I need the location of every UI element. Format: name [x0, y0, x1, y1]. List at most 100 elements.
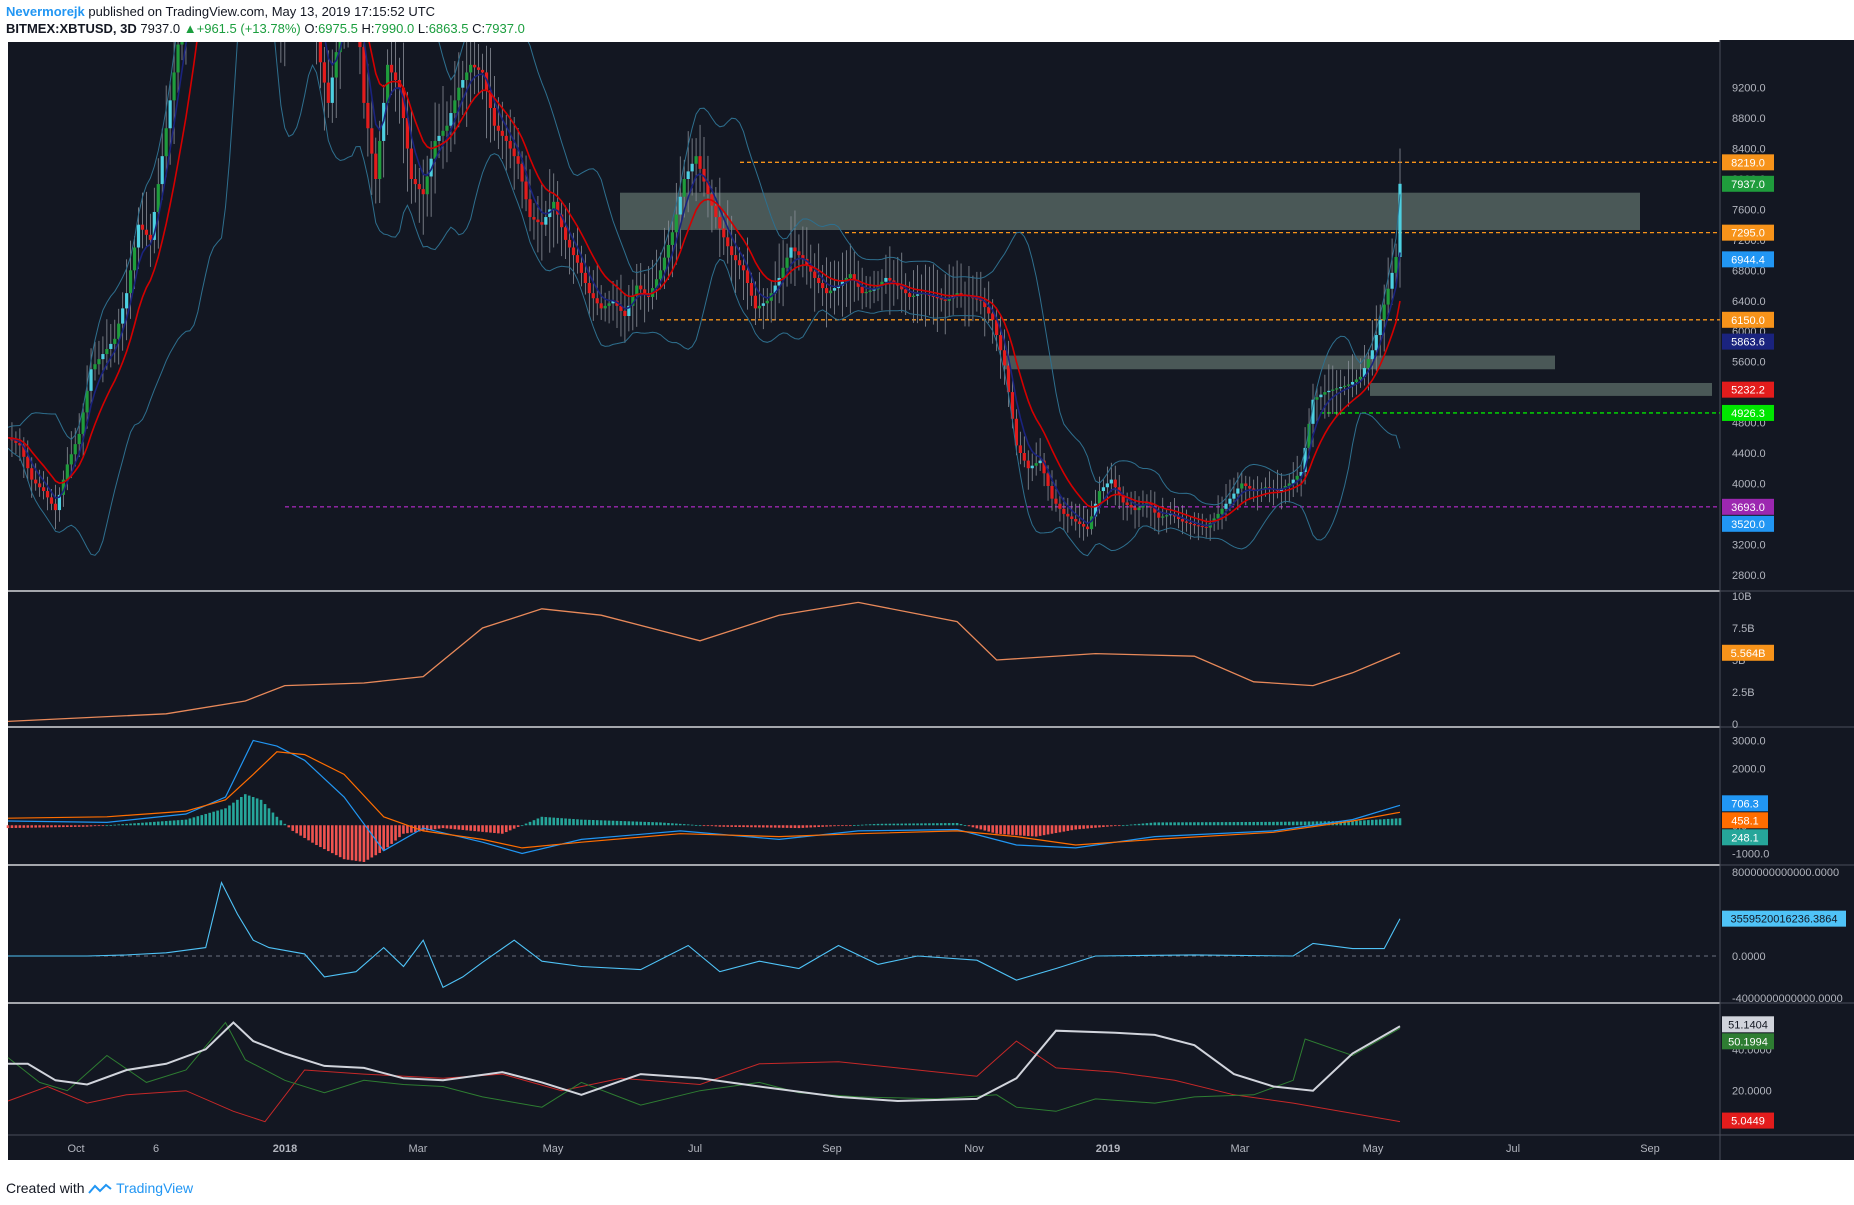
candle-down: [30, 468, 34, 480]
candle-up: [1030, 465, 1034, 469]
candle-down: [801, 255, 805, 259]
candle-up: [81, 412, 85, 434]
candle-up: [884, 277, 888, 282]
macd-histogram-bar: [1272, 821, 1275, 826]
chart-canvas[interactable]: 9200.08800.08400.08000.07600.07200.06800…: [0, 40, 1854, 1178]
time-tick-label: Mar: [409, 1143, 428, 1155]
macd-histogram-bar: [623, 821, 627, 826]
candle-up: [1315, 397, 1319, 400]
macd-histogram-bar: [69, 825, 73, 827]
osc-tick-label: 8000000000000.0000: [1732, 867, 1839, 879]
macd-histogram-bar: [769, 825, 773, 828]
macd-histogram-bar: [876, 823, 880, 826]
macd-histogram-bar: [817, 825, 820, 828]
macd-histogram-bar: [1216, 822, 1220, 826]
macd-histogram-bar: [758, 825, 761, 828]
macd-histogram-bar: [113, 824, 117, 826]
macd-histogram-bar: [1121, 825, 1125, 827]
price-marker-label: 7937.0: [1731, 179, 1765, 191]
time-tick-label: Jul: [1506, 1143, 1520, 1155]
candle-down: [734, 255, 738, 261]
candle-down: [821, 283, 825, 289]
author-link[interactable]: Nevermorejk: [6, 4, 85, 19]
macd-histogram-bar: [469, 825, 472, 831]
macd-histogram-bar: [125, 823, 128, 826]
candle-up: [1232, 493, 1236, 499]
candle-down: [737, 260, 742, 266]
macd-histogram-bar: [30, 825, 34, 828]
close-value: 7937.0: [485, 21, 525, 36]
macd-histogram-bar: [635, 821, 639, 826]
macd-histogram-bar: [1117, 825, 1121, 827]
time-tick-label: Sep: [1640, 1143, 1660, 1155]
macd-histogram-bar: [801, 825, 805, 828]
macd-histogram-bar: [141, 822, 144, 826]
macd-histogram-bar: [1011, 825, 1014, 835]
tradingview-brand[interactable]: TradingView: [116, 1180, 194, 1196]
macd-histogram-bar: [833, 825, 836, 827]
macd-histogram-bar: [1090, 825, 1093, 829]
price-marker-label: 5232.2: [1731, 385, 1765, 397]
candle-down: [1113, 479, 1117, 488]
candle-down: [512, 148, 516, 157]
candle-up: [832, 288, 837, 291]
candle-up: [1307, 423, 1311, 448]
candle-down: [995, 319, 999, 336]
candle-up: [947, 298, 951, 301]
candle-up: [840, 281, 845, 286]
macd-histogram-bar: [1165, 822, 1168, 826]
bollinger-lower: [8, 42, 1401, 557]
macd-histogram-bar: [398, 825, 401, 838]
candle-down: [1200, 526, 1204, 528]
candle-down: [1010, 392, 1015, 419]
macd-line: [7, 739, 1401, 855]
macd-histogram-bar: [643, 821, 646, 826]
candle-up: [1105, 483, 1109, 488]
macd-histogram-bar: [722, 825, 726, 827]
candle-up: [1370, 350, 1374, 360]
axis-corner: [1720, 1134, 1854, 1160]
macd-histogram-bar: [663, 822, 666, 826]
macd-histogram-bar: [172, 820, 176, 826]
candle-down: [1022, 453, 1026, 461]
candle-down: [730, 246, 734, 256]
candle-down: [959, 293, 963, 295]
macd-histogram-bar: [750, 825, 753, 828]
candle-up: [1374, 335, 1378, 351]
candle-down: [1026, 460, 1030, 469]
candle-up: [1319, 394, 1323, 398]
candle-up: [1263, 487, 1268, 489]
macd-histogram-bar: [437, 825, 441, 829]
candle-up: [1362, 368, 1367, 377]
macd-histogram-bar: [497, 825, 500, 834]
macd-histogram-bar: [1208, 822, 1212, 826]
candle-down: [366, 102, 370, 129]
candle-up: [690, 163, 694, 172]
candle-up: [1366, 359, 1370, 369]
candle-down: [1121, 494, 1125, 503]
osc-tick-label: -4000000000000.0000: [1732, 993, 1843, 1005]
candle-down: [935, 296, 939, 299]
macd-histogram-bar: [615, 820, 619, 826]
candle-down: [140, 224, 145, 230]
osc-tick-label: 0.0000: [1732, 951, 1766, 963]
macd-histogram-bar: [149, 822, 152, 826]
candle-down: [500, 130, 504, 136]
candle-down: [1125, 502, 1129, 506]
candle-down: [322, 62, 326, 83]
macd-histogram-bar: [576, 819, 579, 826]
price-tick-label: 5600.0: [1732, 357, 1766, 369]
macd-histogram-bar: [955, 823, 959, 826]
volume-tick-label: 10B: [1732, 591, 1752, 603]
macd-histogram-bar: [295, 825, 298, 834]
macd-histogram-bar: [216, 810, 219, 826]
price-tick-label: 2800.0: [1732, 570, 1766, 582]
candle-down: [1062, 508, 1066, 514]
macd-histogram-bar: [619, 821, 623, 826]
macd-histogram-bar: [765, 825, 769, 828]
candle-up: [761, 303, 765, 306]
candle-down: [643, 289, 647, 294]
macd-histogram-bar: [967, 825, 971, 827]
candle-down: [852, 274, 856, 281]
candle-down: [532, 217, 536, 220]
